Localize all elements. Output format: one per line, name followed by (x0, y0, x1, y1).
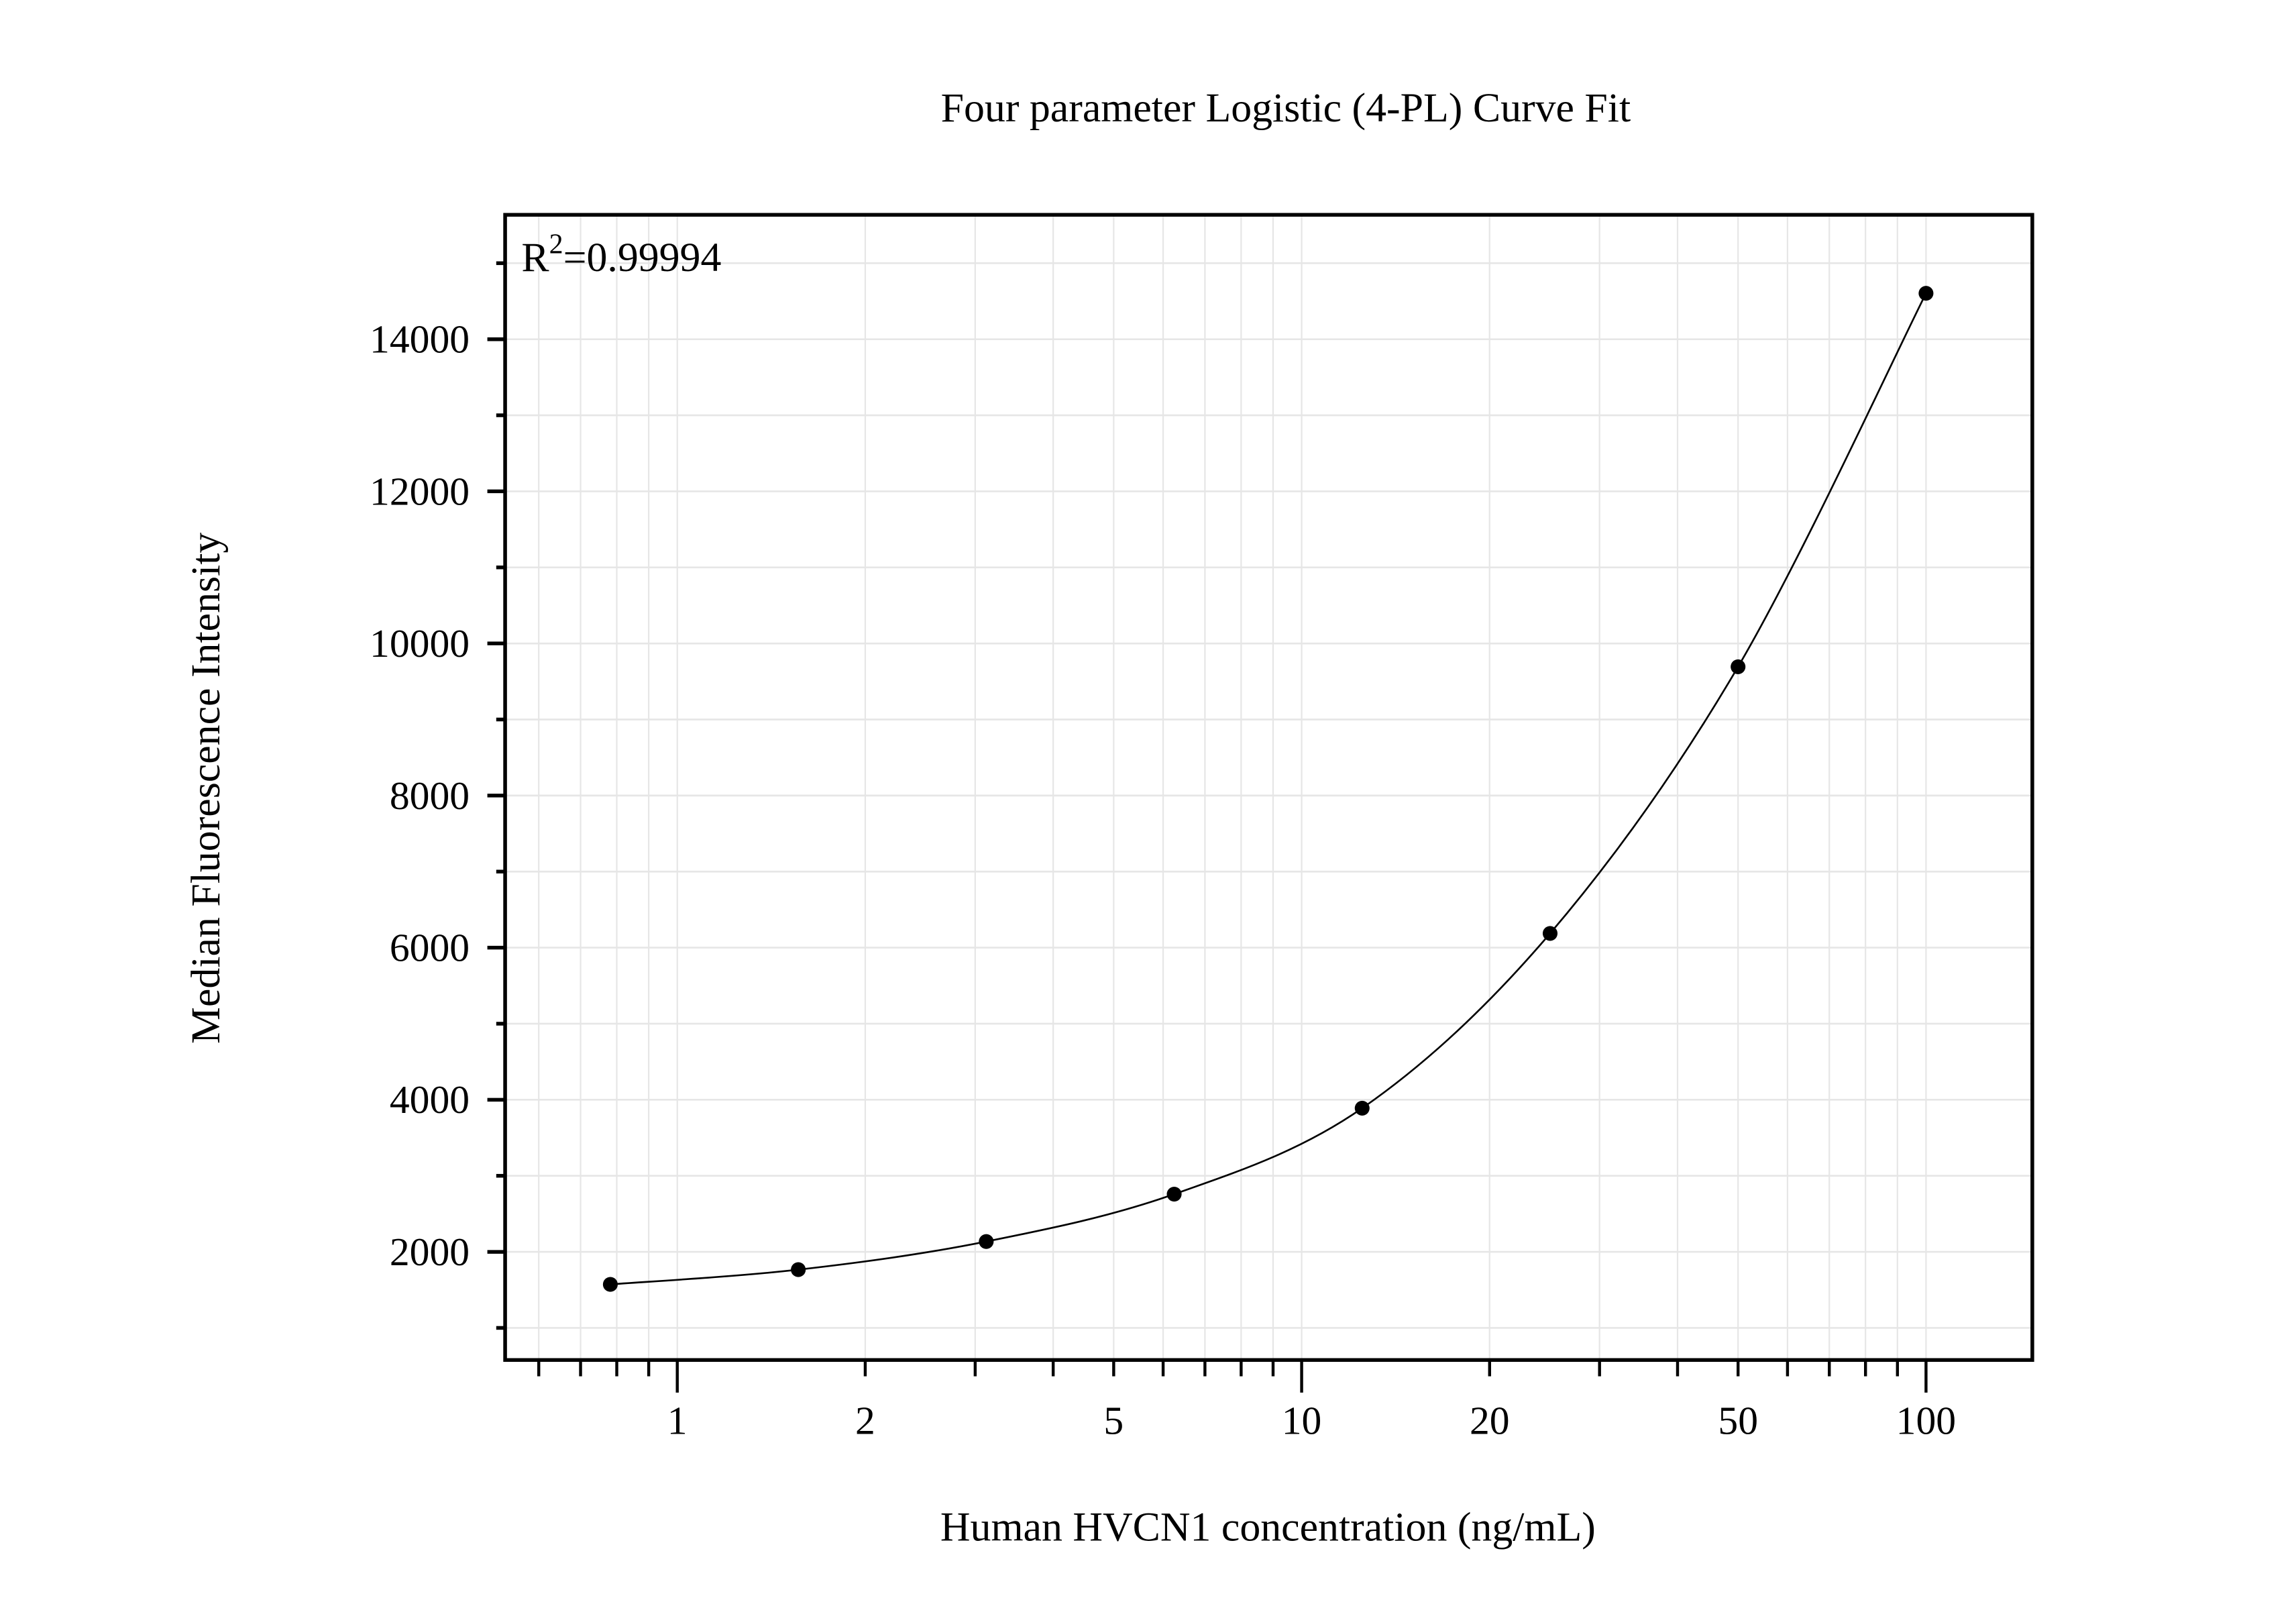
x-axis-title: Human HVCN1 concentration (ng/mL) (940, 1505, 1596, 1550)
grid (505, 215, 2032, 1360)
x-tick-label: 1 (667, 1399, 688, 1443)
y-tick-label: 10000 (370, 621, 470, 665)
x-tick-label: 5 (1103, 1399, 1124, 1443)
data-point (791, 1262, 806, 1277)
x-tick-label: 100 (1896, 1399, 1956, 1443)
data-point (1918, 286, 1934, 301)
fit-curve (610, 292, 1927, 1285)
y-tick-label: 8000 (390, 773, 470, 818)
r-squared-annotation: R2=0.99994 (521, 229, 721, 281)
plot-area (602, 286, 1934, 1292)
y-tick-label: 2000 (390, 1230, 470, 1274)
y-tick-label: 12000 (370, 469, 470, 513)
data-point (1731, 659, 1746, 674)
axes: 1 2 5 10 20 50 100 2000 4000 6000 8000 10000 12000 14… (370, 213, 2034, 1443)
r-squared-value: =0.99994 (563, 235, 722, 280)
data-point (602, 1277, 618, 1292)
y-tick-label: 6000 (390, 925, 470, 969)
y-tick-label: 4000 (390, 1077, 470, 1122)
chart-title: Four parameter Logistic (4-PL) Curve Fit (941, 85, 1631, 131)
x-tick-label: 20 (1470, 1399, 1510, 1443)
r-squared-base: R (521, 235, 549, 280)
data-point (1354, 1100, 1370, 1116)
r-squared-superscript: 2 (549, 229, 563, 260)
data-point (1542, 926, 1558, 941)
x-tick-label: 10 (1282, 1399, 1322, 1443)
y-axis-title: Median Fluorescence Intensity (183, 533, 229, 1044)
x-tick-label: 50 (1718, 1399, 1758, 1443)
data-point (979, 1234, 994, 1249)
y-tick-label: 14000 (370, 317, 470, 362)
data-point (1166, 1186, 1182, 1202)
x-tick-label: 2 (855, 1399, 875, 1443)
plot-frame (503, 213, 2034, 1362)
